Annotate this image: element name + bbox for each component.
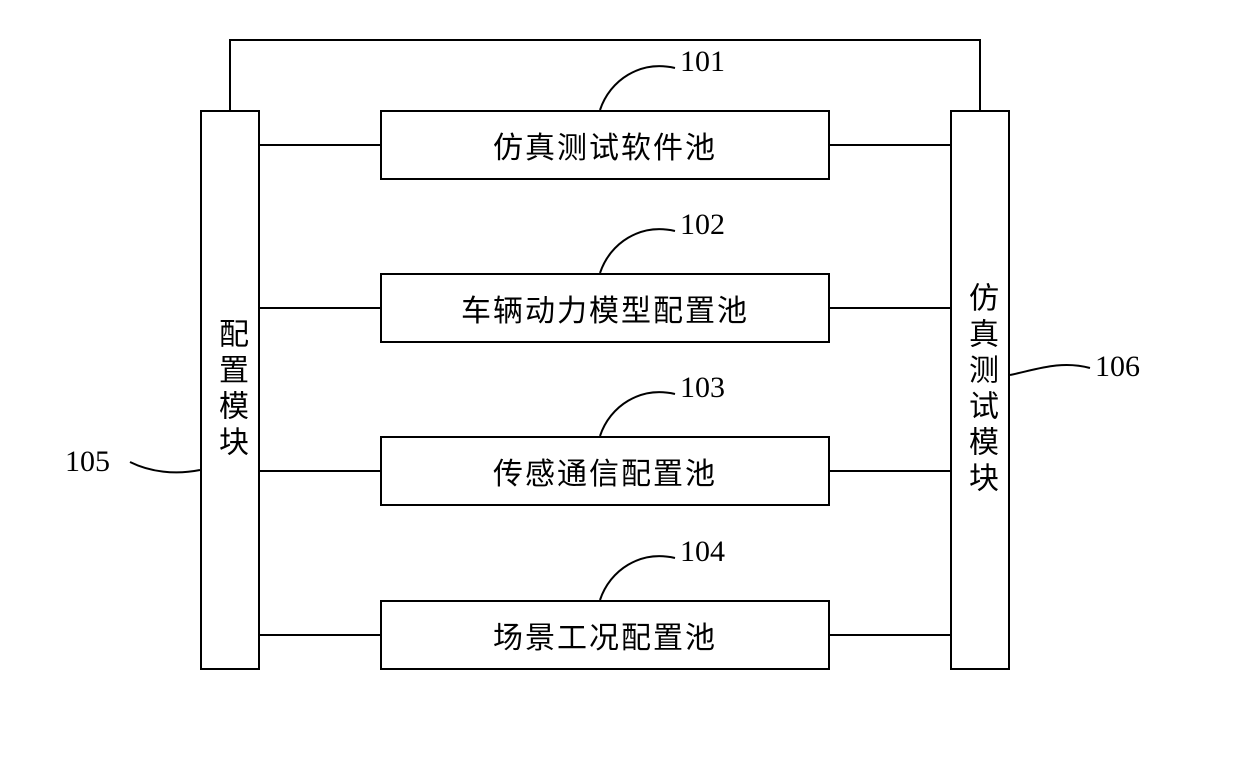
center-box-101-label: 仿真测试软件池 <box>493 123 717 167</box>
center-box-103: 传感通信配置池 <box>380 436 830 506</box>
sim-test-module-box: 仿真测试模块 <box>950 110 1010 670</box>
sim-test-module-label: 仿真测试模块 <box>958 282 1002 498</box>
config-module-label: 配置模块 <box>208 318 252 462</box>
ref-label-101: 101 <box>680 45 725 79</box>
center-box-104: 场景工况配置池 <box>380 600 830 670</box>
center-box-102-label: 车辆动力模型配置池 <box>461 286 749 330</box>
diagram-canvas: 配置模块 仿真测试模块 仿真测试软件池 车辆动力模型配置池 传感通信配置池 场景… <box>0 0 1240 759</box>
center-box-103-label: 传感通信配置池 <box>493 449 717 493</box>
center-box-104-label: 场景工况配置池 <box>493 613 717 657</box>
ref-label-105: 105 <box>65 445 110 479</box>
config-module-box: 配置模块 <box>200 110 260 670</box>
ref-label-106: 106 <box>1095 350 1140 384</box>
center-box-102: 车辆动力模型配置池 <box>380 273 830 343</box>
ref-label-102: 102 <box>680 208 725 242</box>
ref-label-104: 104 <box>680 535 725 569</box>
center-box-101: 仿真测试软件池 <box>380 110 830 180</box>
ref-label-103: 103 <box>680 371 725 405</box>
